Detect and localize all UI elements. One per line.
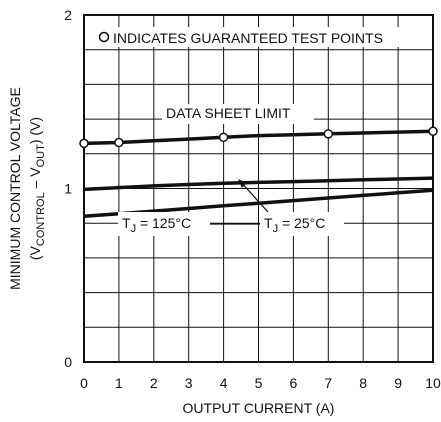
series-line — [83, 176, 434, 192]
legend-background — [97, 27, 415, 47]
ylabel-open: (V — [27, 245, 43, 260]
ylabel-sub2: OUT — [35, 144, 47, 168]
ylabel-sub1: CONTROL — [35, 192, 47, 246]
tj25-sub: J — [273, 223, 279, 235]
limit-label: DATA SHEET LIMIT — [166, 105, 291, 121]
series-line — [83, 129, 434, 146]
test-point-marker — [323, 129, 334, 139]
tj25-label-background — [260, 212, 344, 236]
tj25-rest: = 25°C — [278, 215, 325, 231]
y-axis-label-line1: MINIMUM CONTROL VOLTAGE — [7, 87, 23, 290]
x-tick-label: 8 — [359, 375, 367, 391]
legend-text: INDICATES GUARANTEED TEST POINTS — [113, 30, 383, 46]
y-tick-label: 0 — [64, 354, 72, 370]
x-tick-label: 1 — [115, 375, 123, 391]
y-axis-label-line2: (VCONTROL – VOUT) (V) — [27, 117, 47, 260]
tj25-t: T — [264, 215, 273, 231]
curves — [83, 129, 434, 219]
test-point-marker — [79, 138, 89, 149]
tj125-label-background — [118, 212, 210, 236]
x-axis-label: OUTPUT CURRENT (A) — [183, 400, 335, 416]
tj125-rest: = 125°C — [136, 215, 191, 231]
ylabel-mid: – V — [27, 167, 43, 193]
leader-arrowhead — [238, 179, 247, 188]
x-tick-label: 0 — [80, 375, 88, 391]
y-tick-label: 1 — [64, 181, 72, 197]
ylabel-close: ) (V) — [27, 117, 43, 144]
x-tick-label: 2 — [150, 375, 158, 391]
tj125-sub: J — [131, 223, 137, 235]
x-tick-label: 4 — [220, 375, 228, 391]
test-point-marker — [428, 126, 438, 136]
x-tick-label: 5 — [255, 375, 263, 391]
tj125-label: TJ = 125°C — [122, 215, 191, 235]
grid — [84, 15, 433, 362]
label-leader-lines — [210, 179, 269, 225]
limit-label-background — [162, 104, 314, 124]
test-point-marker — [114, 137, 124, 148]
legend-marker — [98, 31, 110, 43]
test-point-markers — [79, 126, 438, 149]
x-tick-label: 6 — [290, 375, 298, 391]
x-tick-label: 10 — [425, 375, 441, 391]
series-line — [83, 188, 434, 219]
y-tick-label: 2 — [64, 7, 72, 23]
x-tick-labels: 0 1 2 3 4 5 6 7 8 9 10 — [80, 375, 441, 391]
x-tick-label: 9 — [394, 375, 402, 391]
y-tick-labels: 0 1 2 — [64, 7, 72, 370]
tj25-label: TJ = 25°C — [264, 215, 325, 235]
x-tick-label: 7 — [324, 375, 332, 391]
x-tick-label: 3 — [185, 375, 193, 391]
tj125-t: T — [122, 215, 131, 231]
test-point-marker — [218, 132, 229, 143]
